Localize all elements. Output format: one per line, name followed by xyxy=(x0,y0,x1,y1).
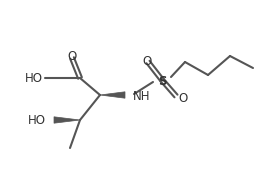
Text: O: O xyxy=(178,91,187,105)
Text: O: O xyxy=(67,50,77,62)
Polygon shape xyxy=(54,117,80,123)
Text: HO: HO xyxy=(25,71,43,84)
Text: O: O xyxy=(142,55,152,68)
Text: HO: HO xyxy=(28,114,46,127)
Text: S: S xyxy=(158,75,166,87)
Polygon shape xyxy=(100,92,125,98)
Text: NH: NH xyxy=(133,89,151,102)
